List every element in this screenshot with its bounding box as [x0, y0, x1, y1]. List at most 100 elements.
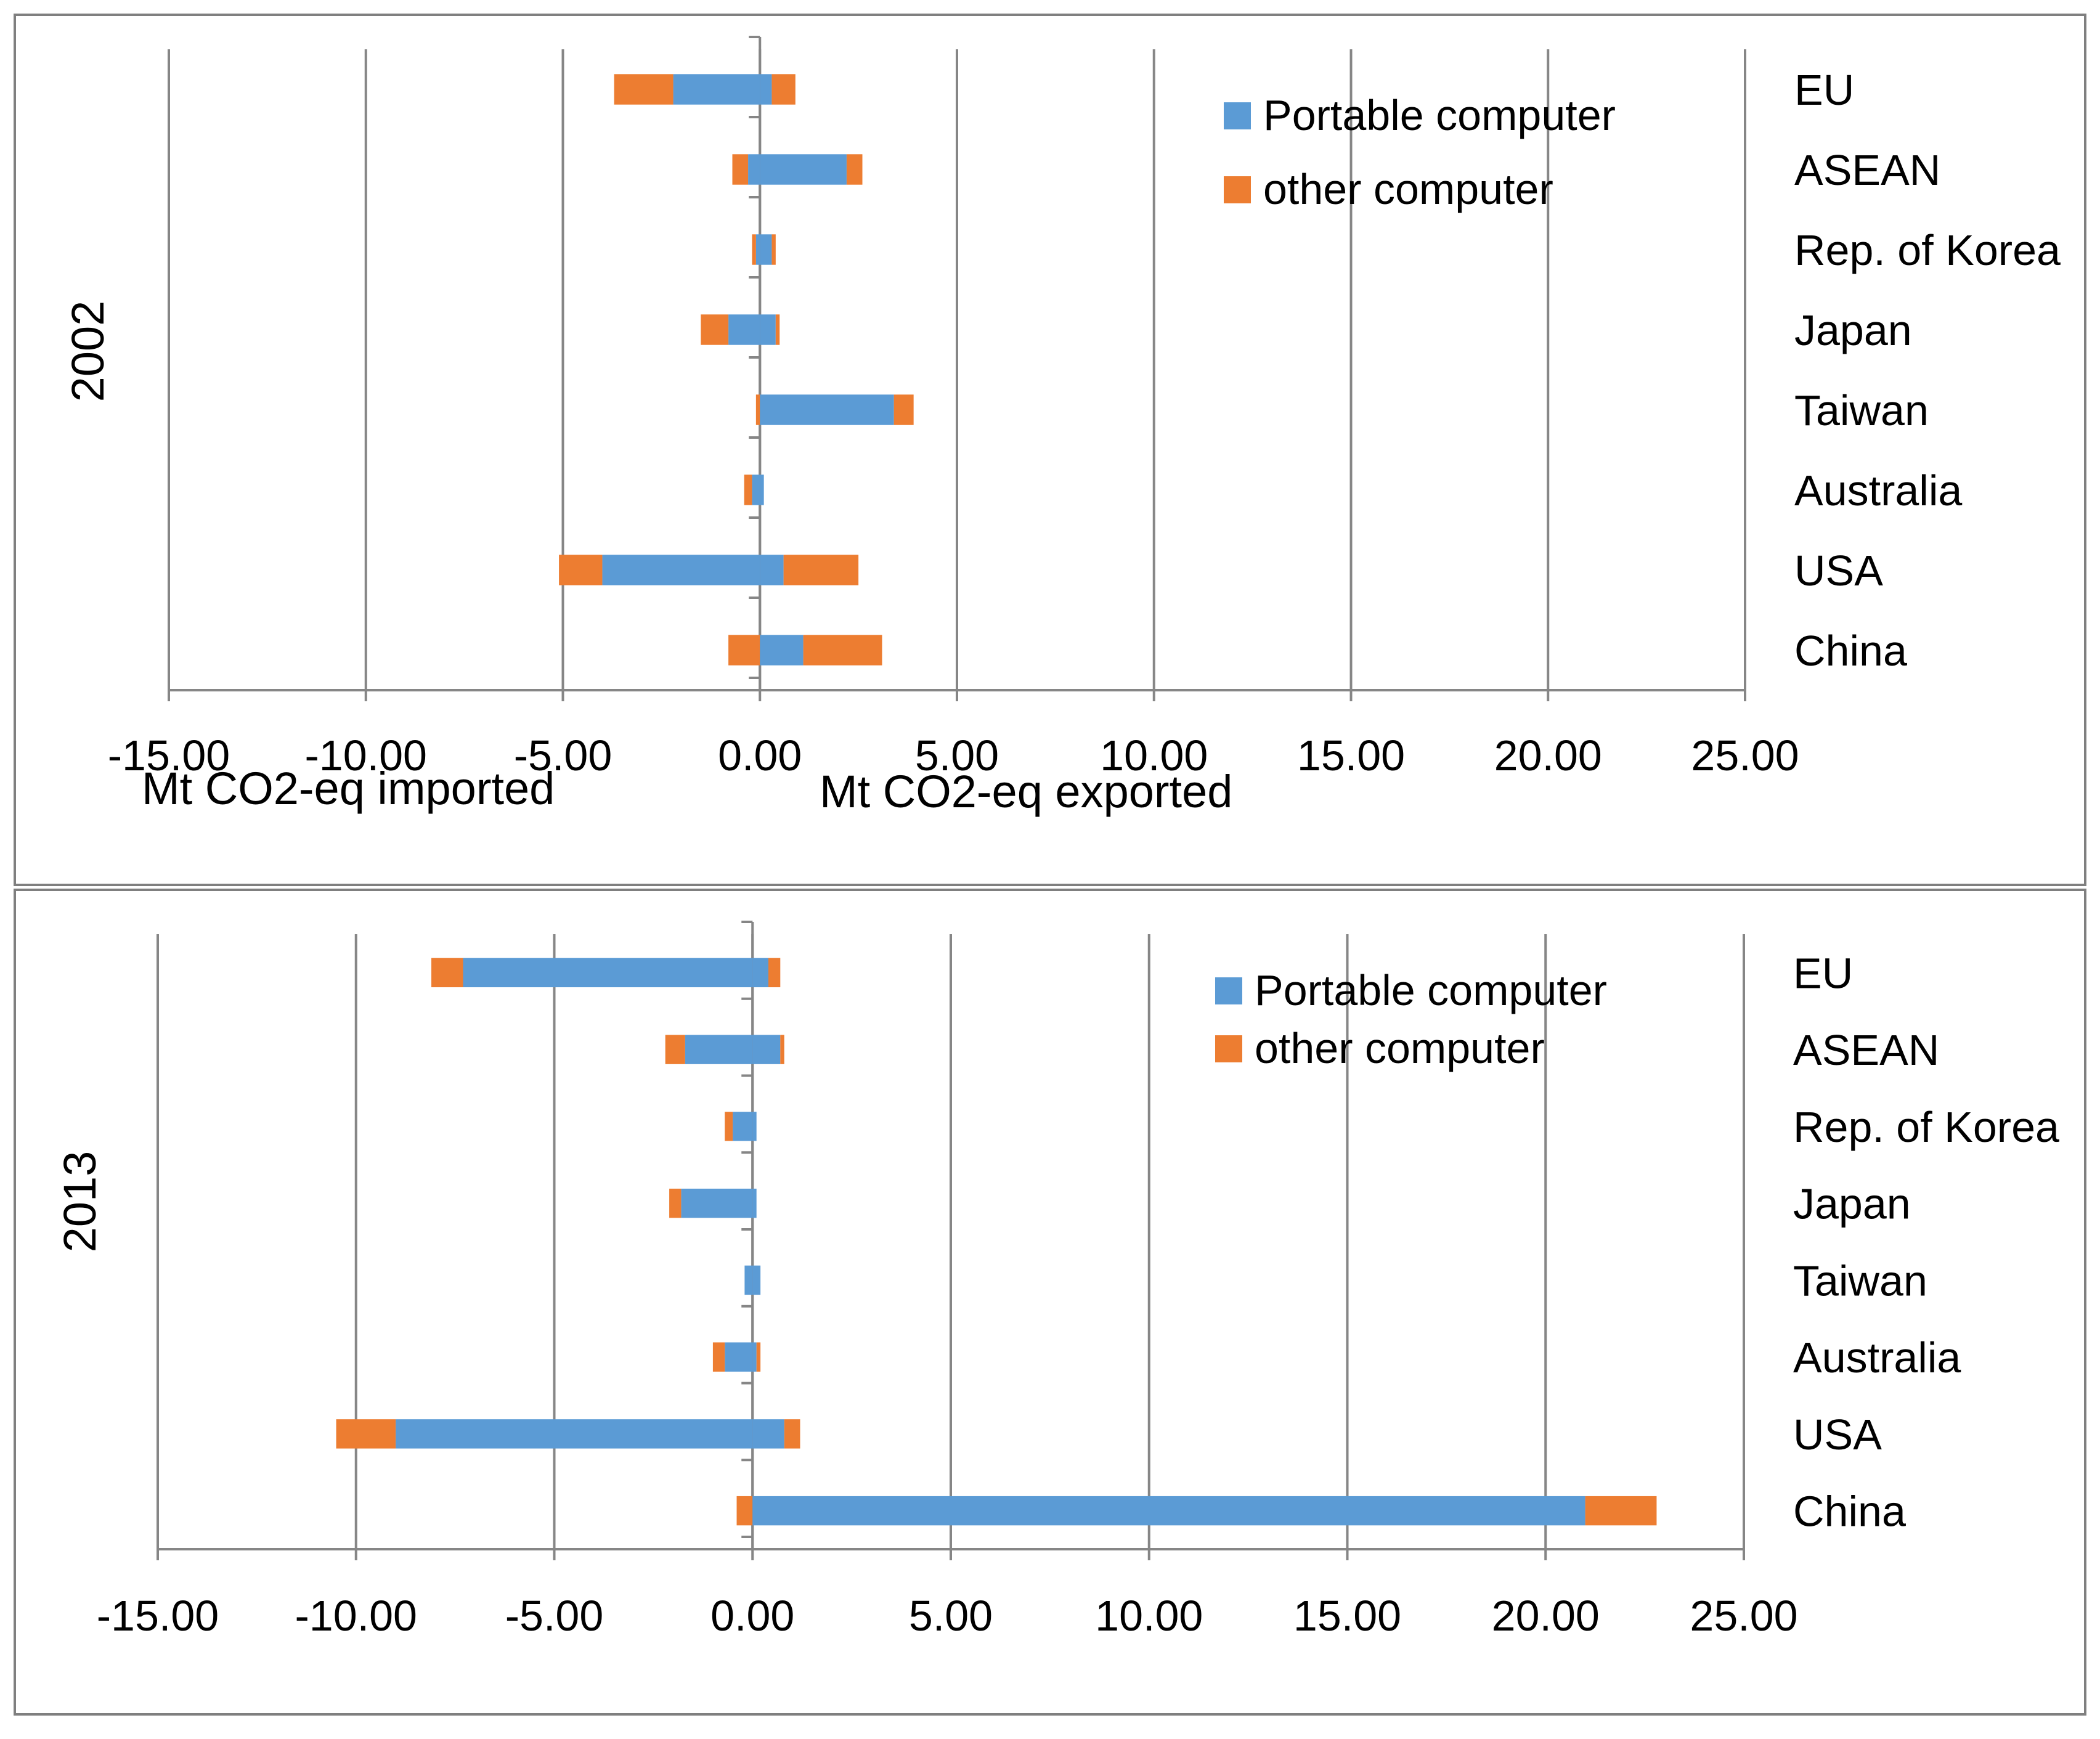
panel-2013-legend: Portable computer other computer — [1215, 966, 1607, 1072]
bar-eu-other-exported — [771, 74, 796, 105]
bar-australia-portable-imported — [725, 1342, 753, 1372]
bar-asean-other-imported — [665, 1035, 685, 1064]
bar-australia-portable-imported — [752, 474, 760, 505]
bar-japan-portable-imported — [728, 314, 760, 345]
bar-japan-portable-exported — [760, 314, 776, 345]
legend-swatch-other — [1215, 1035, 1242, 1062]
bar-rep-of-korea-portable-imported — [755, 234, 760, 265]
panel-2002: -15.00 -10.00 -5.00 0.00 5.00 10.00 15.00 20.00… — [14, 14, 2086, 886]
x-tick-label-4: 5.00 — [909, 1592, 993, 1640]
bar-usa-portable-exported — [760, 555, 784, 585]
bar-rep-of-korea-other-imported — [725, 1112, 733, 1141]
legend-label-portable: Portable computer — [1263, 91, 1616, 139]
legend-swatch-portable — [1224, 102, 1251, 129]
legend-label-other: other computer — [1255, 1024, 1545, 1072]
x-tick-label-0: -15.00 — [97, 1592, 219, 1640]
axis-title-imported: Mt CO2-eq imported — [142, 763, 555, 814]
x-tick-label-5: 10.00 — [1100, 731, 1208, 780]
bar-rep-of-korea-portable-exported — [760, 234, 772, 265]
bar-asean-other-exported — [846, 154, 863, 185]
bar-eu-other-exported — [768, 958, 781, 988]
x-tick-label-3: 0.00 — [718, 731, 802, 780]
x-tick-label-6: 15.00 — [1297, 731, 1405, 780]
legend-label-other: other computer — [1263, 165, 1553, 213]
category-label-2: Rep. of Korea — [1794, 226, 2061, 274]
bar-eu-portable-imported — [673, 74, 760, 105]
panel-2013-tick-labels: -15.00 -10.00 -5.00 0.00 5.00 10.00 15.00 20.00… — [97, 1592, 1798, 1640]
bar-rep-of-korea-portable-imported — [733, 1112, 753, 1141]
bar-china-portable-exported — [760, 635, 804, 666]
panel-2013-frame — [14, 889, 2086, 1716]
bar-eu-portable-exported — [760, 74, 772, 105]
x-tick-label-5: 10.00 — [1095, 1592, 1203, 1640]
bar-asean-other-exported — [780, 1035, 784, 1064]
bar-china-other-exported — [1585, 1496, 1657, 1526]
category-label-1: ASEAN — [1794, 146, 1940, 194]
x-tick-label-3: 0.00 — [710, 1592, 794, 1640]
bar-australia-other-imported — [712, 1342, 725, 1372]
panel-2002-grid — [168, 36, 1746, 701]
category-label-2: Rep. of Korea — [1793, 1103, 2059, 1151]
bar-eu-portable-exported — [752, 958, 768, 988]
category-label-3: Japan — [1793, 1180, 1911, 1228]
panel-2013-bars — [336, 958, 1657, 1526]
bar-taiwan-portable-imported — [744, 1265, 753, 1295]
bar-eu-other-imported — [614, 74, 674, 105]
bar-usa-other-exported — [783, 555, 859, 585]
x-tick-label-0: -15.00 — [108, 731, 230, 780]
x-tick-label-6: 15.00 — [1293, 1592, 1401, 1640]
category-label-4: Taiwan — [1793, 1256, 1927, 1305]
bar-china-other-imported — [736, 1496, 753, 1526]
bar-china-portable-exported — [752, 1496, 1585, 1526]
panel-2002-frame — [14, 14, 2086, 886]
bar-usa-portable-imported — [396, 1419, 753, 1449]
bar-australia-portable-exported — [752, 1342, 757, 1372]
bar-japan-other-imported — [669, 1188, 682, 1218]
panel-2002-category-labels: EU ASEAN Rep. of Korea Japan Taiwan Australia… — [1794, 66, 2061, 675]
category-label-3: Japan — [1794, 306, 1912, 354]
bar-australia-portable-exported — [760, 474, 764, 505]
x-tick-label-2: -5.00 — [505, 1592, 604, 1640]
category-label-5: Australia — [1793, 1334, 1961, 1382]
panel-2013-category-labels: EU ASEAN Rep. of Korea Japan Taiwan Australia… — [1793, 949, 2059, 1535]
panel-2013-grid — [157, 921, 1745, 1560]
bar-taiwan-other-exported — [893, 394, 914, 425]
bar-usa-other-imported — [559, 555, 603, 585]
category-label-0: EU — [1793, 949, 1853, 997]
bar-eu-portable-imported — [463, 958, 753, 988]
bar-taiwan-portable-exported — [752, 1265, 761, 1295]
panel-2013: -15.00 -10.00 -5.00 0.00 5.00 10.00 15.00 20.00… — [14, 889, 2086, 1716]
bar-rep-of-korea-other-imported — [752, 234, 756, 265]
bar-asean-other-imported — [732, 154, 749, 185]
bar-usa-portable-imported — [602, 555, 760, 585]
category-label-6: USA — [1794, 547, 1883, 595]
x-tick-label-1: -10.00 — [305, 731, 427, 780]
bar-usa-portable-exported — [752, 1419, 784, 1449]
bar-japan-portable-exported — [752, 1188, 757, 1218]
category-label-7: China — [1794, 627, 1907, 675]
bar-rep-of-korea-portable-exported — [752, 1112, 757, 1141]
axis-title-exported: Mt CO2-eq exported — [820, 766, 1232, 817]
bar-australia-other-exported — [756, 1342, 761, 1372]
bar-asean-portable-imported — [748, 154, 760, 185]
bar-china-other-imported — [728, 635, 760, 666]
panel-2002-bars — [559, 74, 914, 666]
bar-australia-other-imported — [744, 474, 752, 505]
bar-japan-other-exported — [775, 314, 780, 345]
category-label-4: Taiwan — [1794, 386, 1929, 434]
bar-usa-other-exported — [784, 1419, 800, 1449]
x-tick-label-2: -5.00 — [514, 731, 612, 780]
category-label-1: ASEAN — [1793, 1026, 1939, 1074]
x-tick-label-8: 25.00 — [1691, 731, 1799, 780]
category-label-7: China — [1793, 1488, 1906, 1536]
x-tick-label-4: 5.00 — [915, 731, 999, 780]
bar-taiwan-other-imported — [755, 394, 760, 425]
bar-eu-other-imported — [431, 958, 463, 988]
bar-asean-portable-exported — [760, 154, 847, 185]
panel-2013-title: 2013 — [54, 1151, 105, 1253]
bar-asean-portable-exported — [752, 1035, 781, 1064]
x-tick-label-8: 25.00 — [1690, 1592, 1797, 1640]
x-tick-label-7: 20.00 — [1492, 1592, 1600, 1640]
bar-taiwan-portable-exported — [760, 394, 894, 425]
